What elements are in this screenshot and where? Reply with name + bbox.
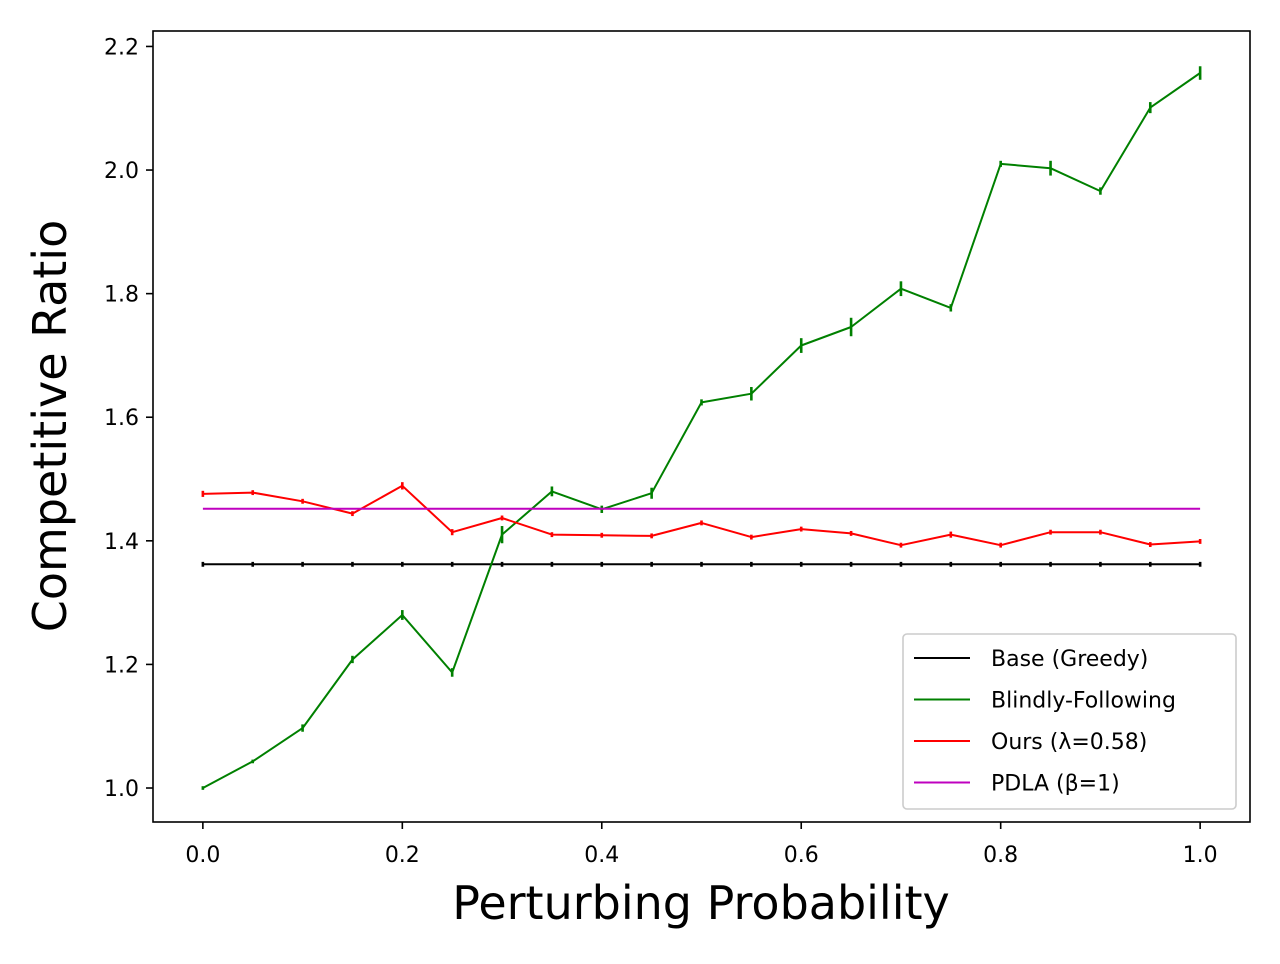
plot-frame: [152, 30, 1251, 823]
legend-entries: Base (Greedy) Blindly-Following Ours (λ=0.…: [914, 647, 1176, 797]
y-tick-label: 1.4: [104, 530, 139, 555]
y-axis-label: Competitive Ratio: [23, 220, 77, 632]
y-tick-label: 1.0: [104, 777, 139, 802]
x-tick-label: 0.6: [784, 843, 819, 868]
series-0: [201, 561, 1202, 567]
series-1: [201, 66, 1202, 790]
x-axis-label: Perturbing Probability: [452, 876, 950, 930]
series-layer: [201, 66, 1202, 790]
y-tick-label: 2.0: [104, 159, 139, 184]
x-tick-label: 1.0: [1183, 843, 1218, 868]
legend: Base (Greedy) Blindly-Following Ours (λ=0.…: [902, 633, 1237, 810]
y-tick-label: 1.6: [104, 406, 139, 431]
x-tick-label: 0.8: [983, 843, 1018, 868]
legend-label: PDLA (β=1): [991, 772, 1120, 797]
legend-label: Ours (λ=0.58): [991, 730, 1147, 755]
legend-label: Blindly-Following: [991, 689, 1176, 714]
legend-box: [902, 633, 1237, 810]
x-tick-label: 0.4: [584, 843, 619, 868]
y-axis-ticks: 1.0 1.2 1.4 1.6 1.8 2.0 2.2: [104, 35, 153, 802]
y-tick-label: 1.2: [104, 653, 139, 678]
y-tick-label: 2.2: [104, 35, 139, 60]
series-2: [201, 482, 1202, 548]
x-tick-label: 0.2: [385, 843, 420, 868]
y-tick-label: 1.8: [104, 283, 139, 308]
x-tick-label: 0.0: [185, 843, 220, 868]
legend-label: Base (Greedy): [991, 647, 1148, 672]
x-axis-ticks: 0.0 0.2 0.4 0.6 0.8 1.0: [185, 822, 1218, 868]
